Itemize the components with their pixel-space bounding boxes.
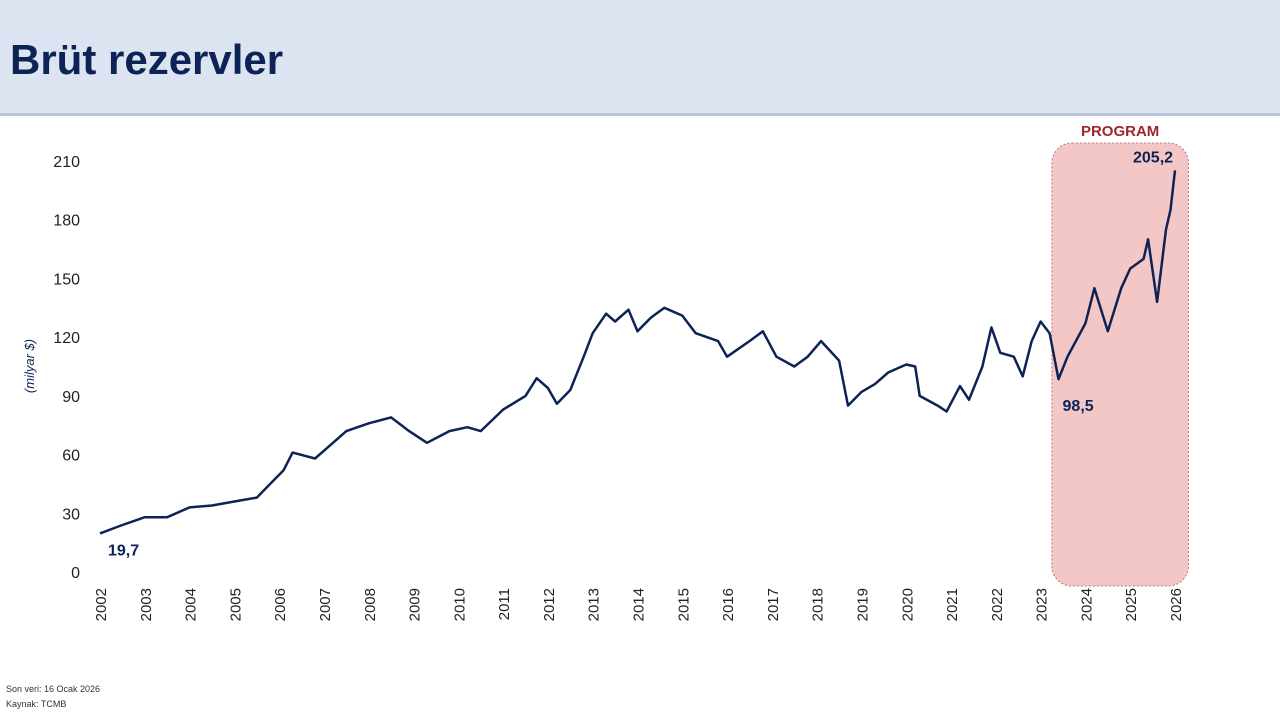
- x-tick-label: 2017: [765, 588, 782, 621]
- y-tick-label: 120: [53, 330, 80, 347]
- x-tick-label: 2021: [944, 588, 961, 621]
- y-tick-label: 90: [62, 389, 80, 406]
- data-label: 205,2: [1133, 149, 1173, 166]
- x-tick-label: 2011: [496, 588, 513, 620]
- data-label: 98,5: [1063, 398, 1094, 415]
- x-tick-label: 2025: [1123, 588, 1140, 621]
- x-tick-label: 2026: [1168, 588, 1185, 621]
- x-tick-label: 2008: [362, 588, 379, 621]
- x-tick-label: 2005: [227, 588, 244, 621]
- program-highlight: [1051, 142, 1189, 587]
- x-tick-label: 2006: [272, 588, 289, 621]
- x-tick-label: 2020: [899, 588, 916, 621]
- data-label: 19,7: [108, 542, 139, 559]
- x-tick-label: 2019: [854, 588, 871, 621]
- y-tick-label: 150: [53, 271, 80, 288]
- page-title: Brüt rezervler: [10, 36, 284, 83]
- last-data-note: Son veri: 16 Ocak 2026: [6, 684, 101, 694]
- y-tick-label: 30: [62, 506, 80, 523]
- x-tick-label: 2023: [1034, 588, 1051, 621]
- header: Brüt rezervler: [0, 0, 1280, 116]
- x-tick-label: 2010: [451, 588, 468, 621]
- x-tick-label: 2024: [1078, 588, 1095, 621]
- y-tick-label: 210: [53, 154, 80, 171]
- x-tick-label: 2016: [720, 588, 737, 621]
- x-tick-label: 2013: [586, 588, 603, 621]
- program-label: PROGRAM: [1081, 123, 1159, 140]
- x-tick-label: 2018: [810, 588, 827, 621]
- x-tick-label: 2012: [541, 588, 558, 621]
- y-tick-label: 180: [53, 213, 80, 230]
- x-tick-label: 2002: [93, 588, 110, 621]
- x-tick-label: 2003: [138, 588, 155, 621]
- x-tick-label: 2009: [407, 588, 424, 621]
- reserves-line: [99, 170, 1177, 535]
- x-tick-label: 2015: [675, 588, 692, 621]
- x-tick-label: 2007: [317, 588, 334, 621]
- y-tick-label: 60: [62, 448, 80, 465]
- y-axis-label: (milyar $): [22, 339, 37, 393]
- source-note: Kaynak: TCMB: [6, 699, 67, 709]
- x-tick-label: 2004: [183, 588, 200, 621]
- y-tick-label: 0: [71, 565, 80, 582]
- x-tick-label: 2014: [631, 588, 648, 621]
- x-tick-label: 2022: [989, 588, 1006, 621]
